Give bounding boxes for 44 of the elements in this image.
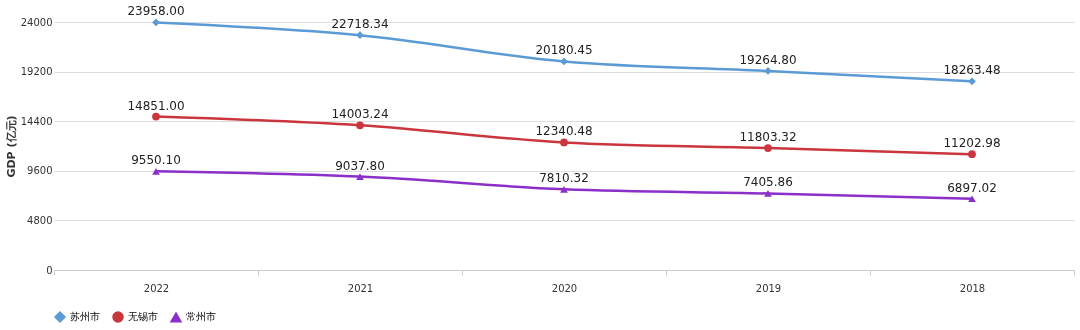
point	[968, 77, 976, 86]
legend-label: 常州市	[186, 311, 216, 323]
y-tick-label: 14400	[20, 115, 53, 127]
point	[968, 195, 976, 203]
data-label: 9550.10	[131, 153, 181, 168]
point	[356, 173, 364, 180]
data-label: 11803.32	[739, 130, 797, 145]
data-label: 20180.45	[535, 43, 593, 58]
data-label: 7405.86	[743, 175, 793, 190]
data-label: 22718.34	[331, 17, 389, 32]
point	[152, 167, 160, 175]
point	[356, 31, 364, 40]
data-label: 23958.00	[127, 4, 185, 19]
y-tick-label: 4800	[27, 214, 53, 226]
legend-label: 无锡市	[128, 311, 158, 322]
y-tick-label: 19200	[20, 66, 53, 78]
y-tick-label: 0	[46, 264, 53, 276]
data-label: 14003.24	[331, 107, 389, 122]
data-label: 7810.32	[539, 171, 589, 186]
x-tick-label: 2022	[143, 282, 170, 294]
data-label: 14851.00	[127, 98, 185, 113]
x-tick-label: 2018	[959, 282, 986, 294]
point	[356, 121, 364, 130]
y-axis-title: GDP (亿元)	[4, 115, 18, 178]
data-label: 12340.48	[535, 124, 593, 139]
point	[560, 138, 568, 147]
point	[764, 144, 772, 152]
point	[560, 57, 568, 66]
x-tick-label: 2021	[347, 282, 374, 294]
data-label: 19264.80	[739, 52, 797, 67]
point	[560, 185, 568, 193]
y-tick-label: 24000	[20, 16, 53, 28]
data-label: 6897.02	[947, 180, 997, 195]
point	[152, 18, 160, 27]
x-tick-label: 2020	[551, 282, 578, 294]
point	[764, 190, 772, 197]
point	[152, 112, 160, 121]
data-label: 11202.98	[943, 136, 1001, 151]
data-label: 9037.80	[335, 158, 385, 173]
legend-label: 苏州市	[70, 311, 100, 322]
data-label: 18263.48	[943, 63, 1001, 78]
point	[968, 150, 976, 159]
x-tick-label: 2019	[755, 282, 782, 294]
y-tick-label: 9600	[27, 165, 53, 177]
